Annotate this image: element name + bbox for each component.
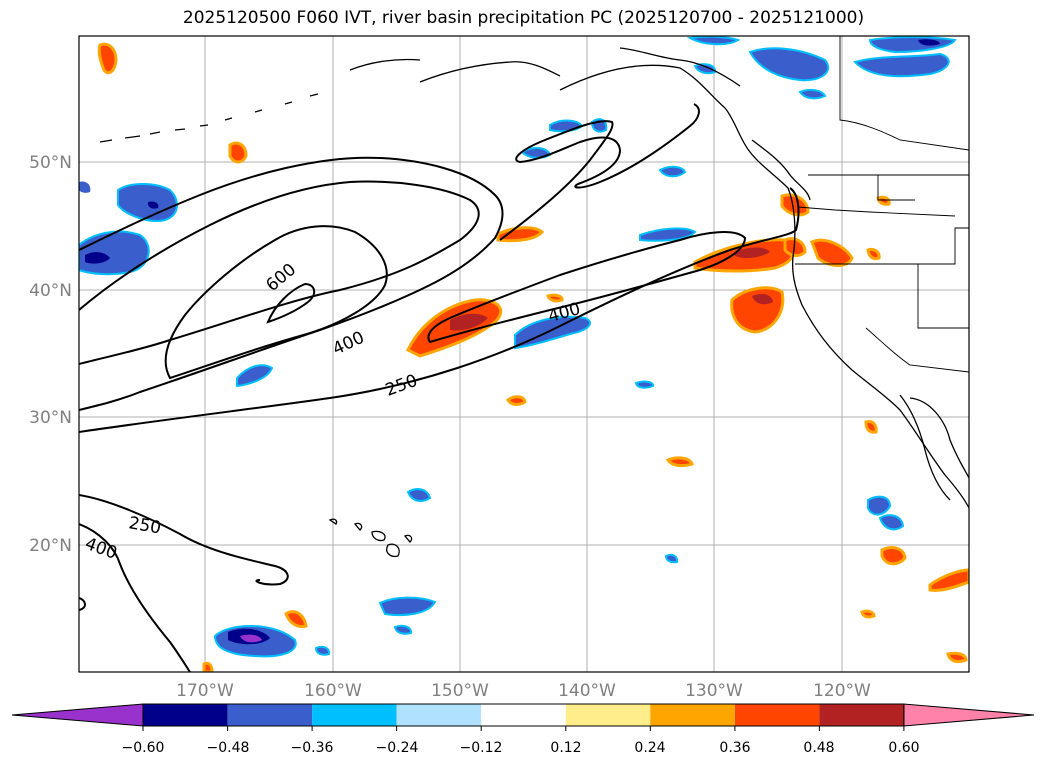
lat-label: 50°N bbox=[29, 153, 72, 173]
lat-label: 20°N bbox=[29, 536, 72, 556]
pos-blob bbox=[780, 193, 810, 217]
neg-blob bbox=[79, 181, 91, 193]
neg-blob bbox=[658, 165, 687, 178]
neg-blob bbox=[634, 380, 655, 389]
neg-blob bbox=[378, 596, 437, 617]
contour-400 bbox=[427, 231, 747, 344]
pos-blob bbox=[864, 420, 878, 434]
pos-blob bbox=[284, 610, 308, 628]
colorbar-segment bbox=[143, 704, 228, 726]
colorbar-tick-label: −0.24 bbox=[376, 740, 419, 756]
pos-blob bbox=[752, 294, 773, 305]
colorbar-segment bbox=[227, 704, 313, 726]
contour-400 bbox=[79, 597, 86, 611]
colorbar-tick-label: −0.60 bbox=[122, 740, 165, 756]
neg-blob bbox=[549, 119, 584, 133]
colorbar-segment bbox=[312, 704, 397, 726]
colorbar-tick-label: 0.48 bbox=[803, 740, 834, 756]
pos-blob bbox=[450, 313, 488, 331]
contour-250 bbox=[79, 494, 289, 586]
colorbar-tick-label: −0.36 bbox=[291, 740, 334, 756]
neg-blob bbox=[918, 39, 940, 46]
lon-label: 130°W bbox=[685, 681, 743, 701]
colorbar-segment bbox=[481, 704, 566, 726]
neg-blob bbox=[867, 495, 892, 516]
lat-label: 30°N bbox=[29, 408, 72, 428]
neg-blob bbox=[406, 488, 432, 502]
neg-blob bbox=[798, 88, 827, 100]
neg-blob bbox=[748, 47, 830, 82]
colorbar-extend-low bbox=[11, 703, 144, 727]
contour-250 bbox=[79, 156, 504, 411]
neg-blob bbox=[147, 201, 159, 209]
colorbar-tick-label: −0.48 bbox=[207, 740, 250, 756]
colorbar-tick-label: 0.24 bbox=[634, 740, 665, 756]
pos-blob bbox=[783, 237, 807, 258]
colorbar-tick-labels: −0.60 −0.48 −0.36 −0.24 −0.12 0.12 0.24 … bbox=[122, 740, 920, 756]
colorbar-tick-label: 0.36 bbox=[719, 740, 750, 756]
pos-blob bbox=[202, 661, 214, 672]
coastlines bbox=[99, 47, 969, 558]
colorbar-tick-label: −0.12 bbox=[460, 740, 503, 756]
colorbar-segment bbox=[650, 704, 735, 726]
lon-label: 150°W bbox=[431, 681, 489, 701]
neg-blob bbox=[240, 634, 262, 643]
colorbar-segment bbox=[565, 704, 651, 726]
pos-blob bbox=[876, 195, 891, 206]
map-area bbox=[79, 36, 969, 672]
neg-blob bbox=[514, 315, 591, 350]
neg-blob bbox=[878, 514, 905, 531]
contour-600 bbox=[266, 282, 316, 324]
pos-blob bbox=[665, 456, 694, 468]
contour-400 bbox=[79, 523, 191, 672]
neg-blob bbox=[393, 624, 413, 635]
latitude-labels: 50°N 40°N 30°N 20°N bbox=[29, 153, 72, 556]
pos-blob bbox=[735, 247, 770, 259]
colorbar bbox=[11, 703, 1035, 731]
contour-250 bbox=[499, 103, 700, 241]
colorbar-segment bbox=[396, 704, 482, 726]
lon-label: 120°W bbox=[813, 681, 871, 701]
contour-250 bbox=[79, 187, 800, 433]
lon-label: 170°W bbox=[176, 681, 234, 701]
pos-blob bbox=[505, 395, 527, 406]
colorbar-tick-label: 0.60 bbox=[888, 740, 919, 756]
pos-blob bbox=[228, 141, 248, 164]
contour-400 bbox=[79, 180, 480, 365]
political-borders bbox=[795, 36, 969, 373]
map-title: 2025120500 F060 IVT, river basin precipi… bbox=[182, 8, 865, 28]
neg-blob bbox=[686, 36, 741, 46]
neg-blob bbox=[85, 252, 110, 264]
pos-blob bbox=[860, 609, 876, 619]
pos-blob bbox=[810, 238, 854, 267]
colorbar-outline bbox=[142, 703, 905, 727]
ivt-contours bbox=[79, 103, 800, 672]
pos-blob bbox=[928, 568, 969, 592]
lon-label: 140°W bbox=[558, 681, 616, 701]
pos-blob bbox=[946, 651, 968, 664]
longitude-labels: 170°W 160°W 150°W 140°W 130°W 120°W bbox=[176, 681, 871, 701]
neg-blob bbox=[693, 63, 717, 75]
neg-blob bbox=[664, 553, 679, 564]
neg-blob bbox=[639, 227, 697, 242]
pos-blob bbox=[866, 248, 881, 261]
neg-blob bbox=[236, 364, 274, 388]
neg-blob bbox=[314, 645, 331, 656]
lat-label: 40°N bbox=[29, 281, 72, 301]
contour-600 bbox=[164, 225, 388, 380]
colorbar-segment bbox=[734, 704, 820, 726]
colorbar-segment bbox=[819, 704, 904, 726]
pos-blob bbox=[880, 546, 907, 566]
colorbar-extend-high bbox=[903, 703, 1035, 727]
pos-blob bbox=[545, 293, 564, 303]
pos-blob bbox=[97, 42, 118, 75]
neg-blob bbox=[853, 52, 950, 78]
lon-label: 160°W bbox=[304, 681, 362, 701]
neg-blob bbox=[79, 230, 150, 276]
colorbar-tick-label: 0.12 bbox=[550, 740, 581, 756]
map-frame bbox=[78, 35, 970, 673]
